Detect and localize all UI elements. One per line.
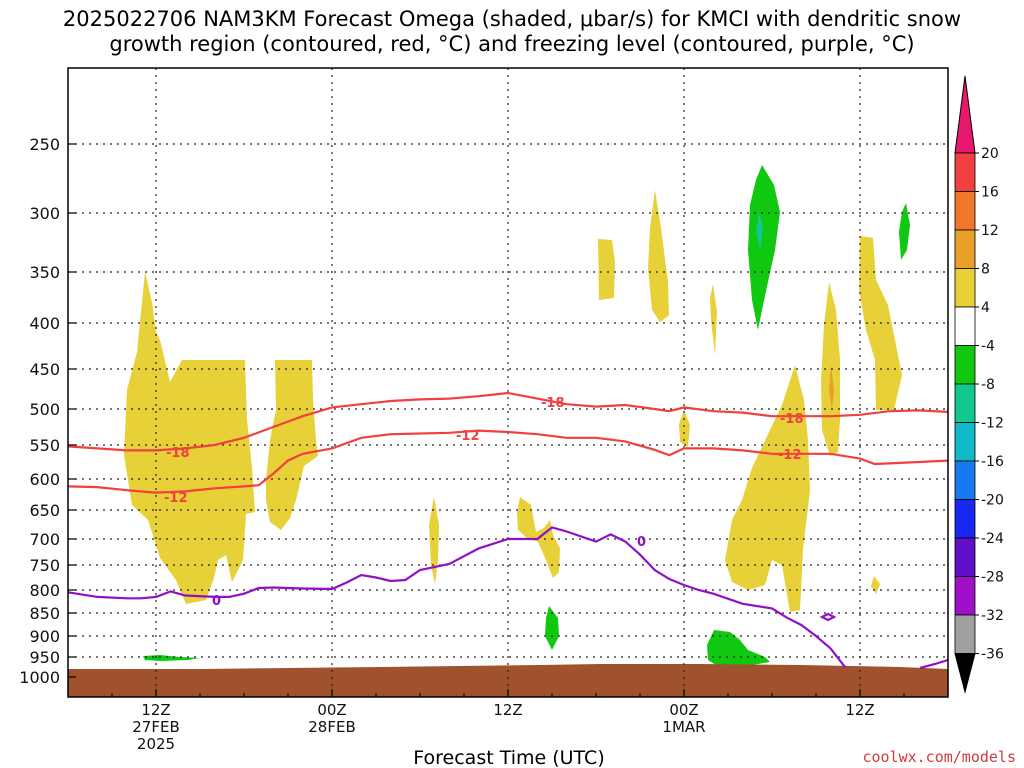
omega-region-east-dot — [871, 576, 880, 594]
y-tick-label-950: 950 — [29, 648, 60, 667]
y-tick-label-350: 350 — [29, 263, 60, 282]
colorbar-swatch-8 — [954, 422, 976, 462]
x-axis-title: Forecast Time (UTC) — [413, 747, 604, 768]
omega-ascent-core — [829, 365, 834, 410]
contour-label-minus18-c: -18 — [780, 412, 804, 427]
colorbar-label-4: 4 — [981, 300, 990, 316]
y-tick-label-850: 850 — [29, 604, 60, 623]
omega-descent-low — [707, 630, 770, 666]
title-line-1: 2025022706 NAM3KM Forecast Omega (shaded… — [63, 7, 961, 31]
y-tick-label-550: 550 — [29, 436, 60, 455]
x-tick-label-2-0: 12Z — [493, 701, 522, 719]
omega-descent-mid — [545, 606, 559, 650]
x-tick-label-3-1: 1MAR — [662, 718, 705, 736]
colorbar-swatch-9 — [954, 460, 976, 500]
omega-region-west-large — [124, 272, 255, 604]
colorbar-label-10: -24 — [981, 531, 1004, 547]
colorbar-swatch-12 — [954, 576, 976, 616]
colorbar-label-3: 8 — [981, 262, 990, 278]
omega-ascent-regions — [124, 190, 902, 612]
contour-label-minus12-a: -12 — [164, 491, 188, 506]
omega-descent-upper-small — [899, 203, 910, 260]
contour-label-zero-a: 0 — [212, 594, 221, 609]
colorbar-swatch-11 — [954, 537, 976, 577]
x-tick-label-4-0: 12Z — [845, 701, 874, 719]
x-tick-label-3-0: 00Z — [669, 701, 698, 719]
omega-region-low-narrow — [429, 497, 439, 584]
y-tick-label-400: 400 — [29, 314, 60, 333]
omega-descent-sfc — [143, 655, 200, 661]
colorbar-label-6: -8 — [981, 377, 995, 393]
omega-region-upper-3 — [710, 284, 717, 355]
credit-link[interactable]: coolwx.com/models — [862, 748, 1016, 766]
omega-region-east-large — [725, 365, 810, 612]
contour-label-minus18-a: -18 — [166, 446, 190, 461]
y-tick-label-1000: 1000 — [19, 668, 60, 687]
x-tick-label-0-0: 12Z — [141, 701, 170, 719]
y-tick-label-700: 700 — [29, 530, 60, 549]
colorbar-bottom-arrow — [954, 653, 976, 694]
contour-labels: -18 -18 -18 -12 -12 -12 0 0 — [164, 396, 804, 609]
x-tick-label-1-1: 28FEB — [308, 718, 355, 736]
freezing-level-fragment-2 — [919, 658, 949, 670]
colorbar-label-2: 12 — [981, 223, 999, 239]
contour-label-minus12-c: -12 — [778, 448, 802, 463]
omega-descent-upper-large — [748, 165, 780, 330]
y-tick-label-450: 450 — [29, 360, 60, 379]
y-tick-label-900: 900 — [29, 627, 60, 646]
contour--12 — [67, 429, 949, 494]
colorbar-swatch-10 — [954, 499, 976, 539]
omega-region-small-1 — [679, 410, 690, 447]
x-tick-label-0-1: 27FEB — [132, 718, 179, 736]
colorbar-swatch-4 — [954, 268, 976, 308]
colorbar-label-5: -4 — [981, 339, 995, 355]
colorbar-swatch-13 — [954, 614, 976, 654]
y-tick-label-750: 750 — [29, 556, 60, 575]
omega-region-upper-2 — [648, 190, 669, 322]
y-tick-label-650: 650 — [29, 501, 60, 520]
vertical-gridlines — [155, 68, 861, 697]
colorbar-swatch-5 — [954, 306, 976, 346]
colorbar: 20 16 12 8 4 -4 -8 -12 -16 -20 -24 -28 -32 -36 — [954, 75, 1004, 694]
y-tick-label-600: 600 — [29, 470, 60, 489]
colorbar-label-0: 20 — [981, 146, 999, 162]
omega-descent-core — [756, 212, 763, 250]
contour-lines — [67, 391, 949, 669]
x-tick-label-0-2: 2025 — [137, 735, 175, 753]
omega-descent-regions — [143, 165, 910, 666]
colorbar-label-9: -20 — [981, 493, 1004, 509]
colorbar-label-7: -12 — [981, 416, 1004, 432]
colorbar-swatch-1 — [954, 152, 976, 192]
y-tick-label-500: 500 — [29, 400, 60, 419]
ground-terrain — [68, 664, 948, 697]
colorbar-label-12: -32 — [981, 608, 1004, 624]
colorbar-label-1: 16 — [981, 185, 999, 201]
colorbar-swatch-6 — [954, 345, 976, 385]
y-tick-label-250: 250 — [29, 135, 60, 154]
plot-area: -18 -18 -18 -12 -12 -12 0 0 — [67, 67, 949, 698]
colorbar-swatch-7 — [954, 383, 976, 423]
y-axis-ticks: 250 300 350 400 450 500 550 600 650 700 750 800 850 9… — [19, 135, 76, 687]
y-tick-label-300: 300 — [29, 204, 60, 223]
omega-region-upper-1 — [598, 239, 615, 300]
colorbar-swatch-3 — [954, 229, 976, 269]
colorbar-label-11: -28 — [981, 570, 1004, 586]
contour-0 — [67, 526, 847, 669]
contour-label-minus18-b: -18 — [541, 396, 565, 411]
colorbar-top-arrow — [954, 75, 976, 154]
contour--18 — [67, 391, 949, 452]
colorbar-label-13: -36 — [981, 647, 1004, 663]
x-tick-label-1-0: 00Z — [317, 701, 346, 719]
freezing-level-fragment-1 — [819, 612, 837, 622]
title-line-2: growth region (contoured, red, °C) and f… — [109, 32, 914, 56]
colorbar-swatch-2 — [954, 191, 976, 231]
omega-region-east-narrow — [821, 282, 840, 456]
contour-label-minus12-b: -12 — [456, 429, 480, 444]
contour-label-zero-b: 0 — [637, 535, 646, 550]
y-tick-label-800: 800 — [29, 581, 60, 600]
colorbar-label-8: -16 — [981, 454, 1004, 470]
